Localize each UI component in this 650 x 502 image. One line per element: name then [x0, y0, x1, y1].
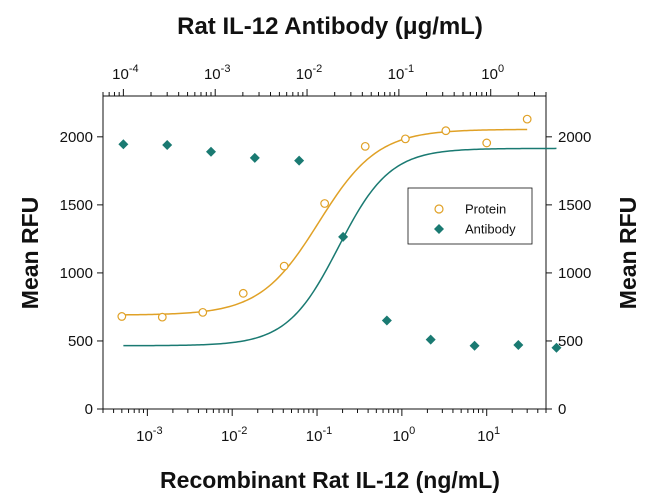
protein-point [482, 138, 492, 148]
antibody-point [338, 231, 349, 242]
x-tick-label: 10-2 [221, 425, 247, 445]
tick-marks: 0 0 500 500 1000 1000 1500 1500 2000 2000 10-3 10-2… [60, 63, 592, 445]
x2-tick-label: 100 [481, 63, 504, 83]
data-markers [117, 114, 562, 353]
y-tick-label-right: 500 [558, 333, 583, 350]
protein-point [441, 126, 451, 136]
legend: Protein Antibody [407, 187, 533, 245]
fit-curve-antibody [123, 147, 557, 347]
antibody-point [162, 139, 173, 150]
x-tick-label: 10-3 [136, 425, 162, 445]
legend-box [407, 187, 533, 245]
protein-point [360, 141, 370, 151]
x2-tick-label: 10-1 [388, 63, 414, 83]
x-tick-label: 10-1 [306, 425, 332, 445]
legend-antibody-marker [434, 224, 444, 234]
protein-point [117, 312, 127, 321]
y-tick-label-right: 1500 [558, 197, 591, 214]
protein-point [279, 261, 289, 271]
protein-point [320, 199, 330, 208]
y-tick-label-right: 0 [558, 401, 566, 418]
y-tick-label-left: 0 [85, 401, 93, 418]
y-tick-label-left: 500 [68, 333, 93, 350]
chart-title: Rat IL-12 Antibody (μg/mL) [177, 13, 483, 40]
fit-curve-protein [121, 128, 528, 316]
x2-tick-label: 10-2 [296, 63, 322, 83]
legend-protein-marker [434, 204, 444, 214]
y-tick-label-left: 1000 [60, 265, 93, 282]
antibody-point [249, 152, 260, 163]
x-axis-label: Recombinant Rat IL-12 (ng/mL) [160, 467, 500, 493]
legend-protein-label: Protein [465, 202, 506, 217]
x-tick-label: 100 [392, 425, 415, 445]
protein-point [238, 288, 248, 298]
antibody-point [118, 139, 129, 150]
y-tick-label-left: 2000 [60, 129, 93, 146]
protein-point [400, 134, 410, 144]
antibody-point [294, 155, 305, 166]
protein-point [522, 114, 532, 124]
fit-curves [121, 128, 557, 347]
plot-frame [102, 95, 547, 410]
x2-tick-label: 10-4 [112, 63, 138, 83]
x2-tick-label: 10-3 [204, 63, 230, 83]
antibody-point [469, 340, 480, 351]
y-tick-label-right: 2000 [558, 129, 591, 146]
antibody-point [206, 146, 217, 157]
antibody-point [425, 334, 436, 345]
y-axis-label-right: Mean RFU [615, 197, 641, 309]
antibody-point [513, 340, 524, 351]
antibody-point [551, 342, 562, 353]
x-tick-label: 101 [477, 425, 500, 445]
protein-point [157, 312, 167, 322]
protein-point [198, 307, 208, 317]
y-tick-label-left: 1500 [60, 197, 93, 214]
y-tick-label-right: 1000 [558, 265, 591, 282]
antibody-point [381, 315, 392, 326]
legend-antibody-label: Antibody [465, 222, 516, 237]
y-axis-label-left: Mean RFU [17, 197, 43, 309]
